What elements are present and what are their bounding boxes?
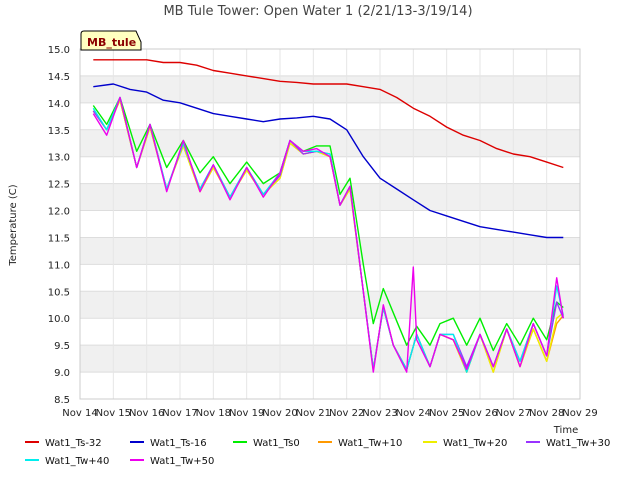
plot-background-bands — [80, 49, 580, 399]
x-axis-label: Time — [553, 425, 578, 436]
y-tick-label: 13.0 — [48, 153, 70, 164]
x-tick-label: Nov 18 — [196, 408, 231, 419]
legend: Wat1_Ts-32 Wat1_Ts-16 Wat1_Ts0 Wat1_Tw+10 Wa… — [25, 438, 610, 467]
y-axis-label: Temperature (C) — [8, 184, 19, 266]
legend-label: Wat1_Tw+10 — [338, 438, 402, 449]
x-tick-label: Nov 22 — [329, 408, 364, 419]
x-tick-label: Nov 25 — [429, 408, 464, 419]
y-tick-label: 14.0 — [48, 99, 70, 110]
x-tick-label: Nov 23 — [362, 408, 397, 419]
x-tick-label: Nov 19 — [229, 408, 264, 419]
x-tick-label: Nov 15 — [96, 408, 131, 419]
series-line-wat1-ts-16 — [93, 83, 564, 239]
legend-label: Wat1_Ts-32 — [45, 438, 102, 449]
x-tick-label: Nov 16 — [129, 408, 164, 419]
x-tick-label: Nov 21 — [296, 408, 331, 419]
y-tick-label: 9.0 — [54, 368, 70, 379]
plot-band — [80, 156, 580, 184]
y-tick-label: 15.0 — [48, 45, 70, 56]
plot-band — [80, 102, 580, 130]
x-tick-label: Nov 20 — [262, 408, 297, 419]
plot-band — [80, 291, 580, 319]
x-tick-label: Nov 26 — [462, 408, 497, 419]
y-tick-label: 9.5 — [54, 341, 70, 352]
y-tick-label: 12.5 — [48, 180, 70, 191]
plot-band — [80, 49, 580, 76]
chart-title: MB Tule Tower: Open Water 1 (2/21/13-3/1… — [163, 4, 472, 19]
plot-band — [80, 318, 580, 346]
y-tick-label: 8.5 — [54, 395, 70, 406]
plot-band — [80, 237, 580, 265]
legend-label: Wat1_Ts0 — [253, 438, 300, 449]
y-tick-label: 12.0 — [48, 207, 70, 218]
y-tick-label: 10.0 — [48, 314, 70, 325]
legend-label: Wat1_Ts-16 — [150, 438, 207, 449]
x-tick-label: Nov 28 — [529, 408, 564, 419]
y-tick-labels: 8.5 9.0 9.5 10.0 10.5 11.0 11.5 12.0 12.5 13.0 13.… — [48, 45, 70, 406]
plot-band — [80, 129, 580, 157]
site-badge: MB_tule — [80, 30, 142, 51]
y-tick-label: 11.0 — [48, 260, 70, 271]
site-badge-label: MB_tule — [87, 36, 136, 49]
legend-label: Wat1_Tw+40 — [45, 456, 109, 467]
series-line-wat1-tw-50 — [92, 96, 564, 373]
x-tick-label: Nov 14 — [62, 408, 97, 419]
x-tick-label: Nov 24 — [396, 408, 431, 419]
site-badge-box — [80, 30, 142, 51]
plot-band — [80, 210, 580, 238]
plot-frame — [79, 48, 581, 400]
y-tick-label: 13.5 — [48, 126, 70, 137]
plot-band — [80, 75, 580, 103]
y-tick-label: 10.5 — [48, 287, 70, 298]
plot-band — [80, 264, 580, 292]
plot-band — [80, 372, 580, 399]
plot-band — [80, 183, 580, 211]
legend-label: Wat1_Tw+20 — [443, 438, 507, 449]
series-lines — [92, 59, 564, 373]
x-tick-label: Nov 17 — [162, 408, 197, 419]
legend-label: Wat1_Tw+30 — [546, 438, 610, 449]
plot-band — [80, 345, 580, 373]
y-tick-label: 11.5 — [48, 233, 70, 244]
legend-label: Wat1_Tw+50 — [150, 456, 214, 467]
y-tick-label: 14.5 — [48, 72, 70, 83]
series-line-wat1-ts-32 — [93, 59, 564, 169]
x-tick-label: Nov 27 — [496, 408, 531, 419]
x-tick-label: Nov 29 — [562, 408, 597, 419]
